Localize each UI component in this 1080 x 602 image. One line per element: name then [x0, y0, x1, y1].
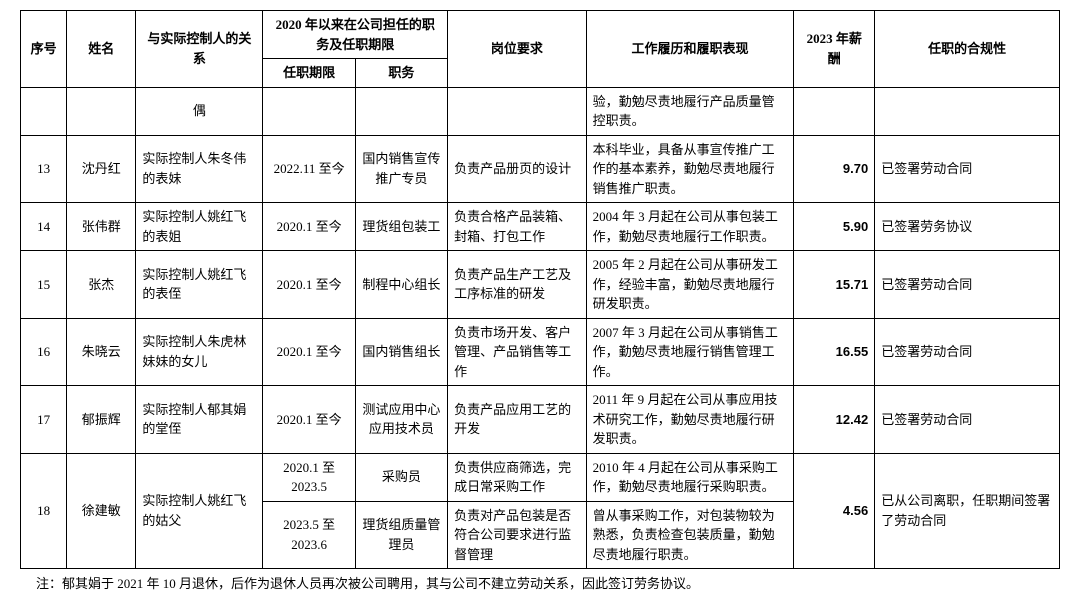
cell-requirement: 负责合格产品装箱、封箱、打包工作	[448, 203, 587, 251]
cell-compliance: 已从公司离职，任职期间签署了劳动合同	[875, 453, 1060, 569]
cell-relation: 实际控制人朱冬伟的表妹	[136, 135, 263, 203]
table-row: 偶 验，勤勉尽责地履行产品质量管控职责。	[21, 87, 1060, 135]
cell-seq: 13	[21, 135, 67, 203]
cell-history: 2011 年 9 月起在公司从事应用技术研究工作，勤勉尽责地履行研发职责。	[586, 386, 794, 454]
footnote-text: 注：郁其娟于 2021 年 10 月退休，后作为退休人员再次被公司聘用，其与公司…	[20, 573, 1060, 592]
cell-salary: 9.70	[794, 135, 875, 203]
cell-name: 徐建敏	[67, 453, 136, 569]
cell-position: 测试应用中心应用技术员	[355, 386, 447, 454]
cell-salary: 5.90	[794, 203, 875, 251]
personnel-table: 序号 姓名 与实际控制人的关系 2020 年以来在公司担任的职务及任职期限 岗位…	[20, 10, 1060, 569]
cell-relation: 偶	[136, 87, 263, 135]
table-row: 17 郁振辉 实际控制人郁其娟的堂侄 2020.1 至今 测试应用中心应用技术员…	[21, 386, 1060, 454]
table-row: 13 沈丹红 实际控制人朱冬伟的表妹 2022.11 至今 国内销售宣传推广专员…	[21, 135, 1060, 203]
cell-name	[67, 87, 136, 135]
cell-relation: 实际控制人姚红飞的表姐	[136, 203, 263, 251]
cell-seq: 16	[21, 318, 67, 386]
cell-name: 沈丹红	[67, 135, 136, 203]
cell-history: 2004 年 3 月起在公司从事包装工作，勤勉尽责地履行工作职责。	[586, 203, 794, 251]
header-requirement: 岗位要求	[448, 11, 587, 88]
cell-seq: 17	[21, 386, 67, 454]
cell-position: 理货组质量管理员	[355, 501, 447, 569]
cell-term	[263, 87, 355, 135]
cell-name: 朱晓云	[67, 318, 136, 386]
cell-compliance: 已签署劳动合同	[875, 318, 1060, 386]
header-relation: 与实际控制人的关系	[136, 11, 263, 88]
cell-history: 2007 年 3 月起在公司从事销售工作，勤勉尽责地履行销售管理工作。	[586, 318, 794, 386]
cell-requirement: 负责产品应用工艺的开发	[448, 386, 587, 454]
cell-position: 国内销售宣传推广专员	[355, 135, 447, 203]
cell-term: 2020.1 至今	[263, 386, 355, 454]
cell-history: 2005 年 2 月起在公司从事研发工作，经验丰富，勤勉尽责地履行研发职责。	[586, 251, 794, 319]
table-row: 14 张伟群 实际控制人姚红飞的表姐 2020.1 至今 理货组包装工 负责合格…	[21, 203, 1060, 251]
cell-relation: 实际控制人朱虎林妹妹的女儿	[136, 318, 263, 386]
cell-requirement: 负责对产品包装是否符合公司要求进行监督管理	[448, 501, 587, 569]
cell-position: 制程中心组长	[355, 251, 447, 319]
cell-position	[355, 87, 447, 135]
cell-history: 曾从事采购工作，对包装物较为熟悉，负责检查包装质量，勤勉尽责地履行职责。	[586, 501, 794, 569]
cell-compliance: 已签署劳务协议	[875, 203, 1060, 251]
cell-name: 郁振辉	[67, 386, 136, 454]
cell-requirement: 负责供应商筛选，完成日常采购工作	[448, 453, 587, 501]
header-term: 任职期限	[263, 59, 355, 88]
cell-relation: 实际控制人姚红飞的姑父	[136, 453, 263, 569]
cell-history: 2010 年 4 月起在公司从事采购工作，勤勉尽责地履行采购职责。	[586, 453, 794, 501]
header-salary: 2023 年薪酬	[794, 11, 875, 88]
cell-seq: 18	[21, 453, 67, 569]
cell-salary: 4.56	[794, 453, 875, 569]
cell-name: 张伟群	[67, 203, 136, 251]
cell-relation: 实际控制人郁其娟的堂侄	[136, 386, 263, 454]
cell-salary: 12.42	[794, 386, 875, 454]
cell-compliance: 已签署劳动合同	[875, 386, 1060, 454]
cell-relation: 实际控制人姚红飞的表侄	[136, 251, 263, 319]
table-body: 偶 验，勤勉尽责地履行产品质量管控职责。 13 沈丹红 实际控制人朱冬伟的表妹 …	[21, 87, 1060, 569]
cell-position: 理货组包装工	[355, 203, 447, 251]
cell-salary: 15.71	[794, 251, 875, 319]
cell-name: 张杰	[67, 251, 136, 319]
cell-term: 2020.1 至2023.5	[263, 453, 355, 501]
cell-salary	[794, 87, 875, 135]
cell-history: 验，勤勉尽责地履行产品质量管控职责。	[586, 87, 794, 135]
cell-position: 采购员	[355, 453, 447, 501]
cell-term: 2020.1 至今	[263, 203, 355, 251]
header-compliance: 任职的合规性	[875, 11, 1060, 88]
header-name: 姓名	[67, 11, 136, 88]
header-history: 工作履历和履职表现	[586, 11, 794, 88]
cell-compliance: 已签署劳动合同	[875, 251, 1060, 319]
header-position-group: 2020 年以来在公司担任的职务及任职期限	[263, 11, 448, 59]
cell-requirement: 负责市场开发、客户管理、产品销售等工作	[448, 318, 587, 386]
cell-compliance	[875, 87, 1060, 135]
cell-term: 2020.1 至今	[263, 318, 355, 386]
cell-seq: 15	[21, 251, 67, 319]
cell-requirement: 负责产品生产工艺及工序标准的研发	[448, 251, 587, 319]
cell-term: 2023.5 至2023.6	[263, 501, 355, 569]
table-row: 15 张杰 实际控制人姚红飞的表侄 2020.1 至今 制程中心组长 负责产品生…	[21, 251, 1060, 319]
cell-requirement	[448, 87, 587, 135]
header-position: 职务	[355, 59, 447, 88]
table-row: 18 徐建敏 实际控制人姚红飞的姑父 2020.1 至2023.5 采购员 负责…	[21, 453, 1060, 501]
cell-requirement: 负责产品册页的设计	[448, 135, 587, 203]
cell-compliance: 已签署劳动合同	[875, 135, 1060, 203]
cell-position: 国内销售组长	[355, 318, 447, 386]
cell-seq: 14	[21, 203, 67, 251]
cell-seq	[21, 87, 67, 135]
cell-term: 2022.11 至今	[263, 135, 355, 203]
header-seq: 序号	[21, 11, 67, 88]
cell-salary: 16.55	[794, 318, 875, 386]
table-row: 16 朱晓云 实际控制人朱虎林妹妹的女儿 2020.1 至今 国内销售组长 负责…	[21, 318, 1060, 386]
cell-term: 2020.1 至今	[263, 251, 355, 319]
cell-history: 本科毕业，具备从事宣传推广工作的基本素养，勤勉尽责地履行销售推广职责。	[586, 135, 794, 203]
